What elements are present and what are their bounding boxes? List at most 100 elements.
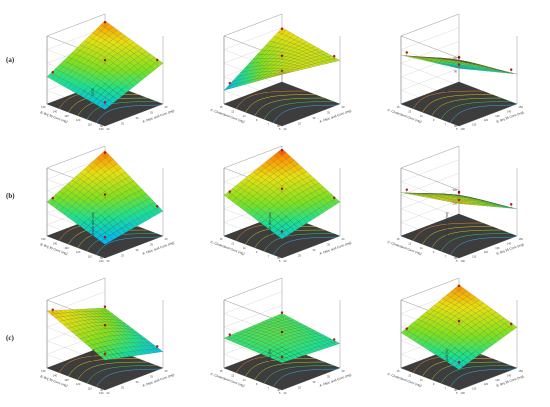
surface-plot-6: 5010015020025030010011012013014015057911… xyxy=(387,145,524,263)
design-point xyxy=(280,230,284,233)
y-tick-label: 13 xyxy=(231,373,234,377)
z-gridline xyxy=(400,27,460,72)
x-tick-label: 100 xyxy=(461,391,466,395)
contour-floor xyxy=(400,213,518,259)
y-tick-label: 11 xyxy=(243,378,246,382)
surface-plot-3: 5060708090100100110120130140150579111315… xyxy=(387,13,524,131)
design-point xyxy=(457,55,461,59)
design-point xyxy=(405,188,408,191)
z-gridline xyxy=(400,173,460,218)
z-tick-label: 50 xyxy=(454,256,457,260)
design-point xyxy=(405,327,408,330)
design-point xyxy=(155,345,159,348)
y-tick-label: 7 xyxy=(267,123,269,127)
x-tick-label: 100 xyxy=(461,127,466,131)
surface-plot-7: 4050607080902025303540100110120130140150… xyxy=(40,277,175,395)
x-tick-label: 25 xyxy=(298,254,301,258)
design-point xyxy=(280,27,284,30)
z-tick-label: 40 xyxy=(100,388,103,392)
x-tick-label: 40 xyxy=(342,369,345,373)
x-tick-label: 120 xyxy=(484,250,489,254)
z-axis-title: Vesicle size (nm) xyxy=(91,212,95,236)
x-tick-label: 130 xyxy=(495,378,500,382)
design-point xyxy=(228,333,231,336)
y-tick-label: 120 xyxy=(76,382,81,386)
x-tick-label: 35 xyxy=(327,375,330,379)
x-tick-label: 110 xyxy=(472,387,477,391)
surface-plot-1: 5060708090100202530354010011012013014015… xyxy=(40,13,175,131)
x-tick-label: 140 xyxy=(507,241,512,245)
x-tick-label: 35 xyxy=(327,243,330,247)
y-tick-label: 11 xyxy=(420,246,423,250)
design-point xyxy=(103,20,107,24)
x-tick-label: 25 xyxy=(298,122,301,126)
response-surface xyxy=(46,150,164,245)
floor-contour-line xyxy=(96,103,164,123)
floor-contour-line xyxy=(450,367,518,387)
floor-contour-line xyxy=(254,361,325,380)
design-point xyxy=(405,51,408,54)
y-tick-label: 9 xyxy=(433,118,435,122)
y-tick-label: 15 xyxy=(397,369,400,373)
design-point xyxy=(332,338,336,341)
response-surface xyxy=(46,20,164,110)
y-tick-label: 100 xyxy=(99,127,104,131)
y-tick-label: 13 xyxy=(408,109,411,113)
surface-plot-2: 50607080901002025303540579111315A: Oleic… xyxy=(210,13,352,131)
y-tick-label: 150 xyxy=(41,369,46,373)
design-point xyxy=(228,81,231,85)
y-tick-label: 120 xyxy=(76,250,81,254)
x-tick-label: 150 xyxy=(519,369,524,373)
y-tick-label: 5 xyxy=(279,259,281,263)
x-tick-label: 130 xyxy=(495,114,500,118)
design-point xyxy=(103,352,107,355)
design-point xyxy=(103,100,107,104)
x-tick-label: 30 xyxy=(313,116,316,120)
z-gridline xyxy=(400,13,460,59)
x-tick-label: 20 xyxy=(107,391,110,395)
x-tick-label: 20 xyxy=(107,127,110,131)
x-tick-label: 40 xyxy=(342,105,345,109)
y-tick-label: 7 xyxy=(444,255,446,259)
floor-contour-line xyxy=(422,226,493,245)
response-surface xyxy=(400,284,518,370)
x-tick-label: 25 xyxy=(121,122,124,126)
x-tick-label: 150 xyxy=(519,237,524,241)
design-point xyxy=(103,305,107,308)
z-tick-label: 50 xyxy=(100,124,103,128)
y-tick-label: 110 xyxy=(88,255,93,259)
design-point xyxy=(51,308,54,311)
x-tick-label: 30 xyxy=(136,248,139,252)
design-point xyxy=(332,196,336,199)
x-axis-title: A: Oleic acid Conc (mg) xyxy=(319,109,352,124)
z-tick-label: 50 xyxy=(454,124,457,128)
design-point xyxy=(457,63,461,66)
z-tick-label: 100 xyxy=(453,56,458,60)
x-tick-label: 20 xyxy=(107,259,110,263)
y-tick-label: 150 xyxy=(41,237,46,241)
design-point xyxy=(280,54,284,57)
z-axis-title: EE% xyxy=(91,88,95,95)
z-tick-label: 50 xyxy=(100,256,103,260)
x-axis-title: A: Oleic acid Conc (mg) xyxy=(142,373,175,388)
y-tick-label: 15 xyxy=(397,105,400,109)
design-point xyxy=(509,322,513,325)
design-point xyxy=(457,284,461,287)
z-tick-label: 250 xyxy=(453,202,458,206)
design-point xyxy=(103,151,107,154)
x-tick-label: 130 xyxy=(495,246,500,250)
y-tick-label: 5 xyxy=(456,259,458,263)
y-tick-label: 110 xyxy=(88,123,93,127)
design-point xyxy=(457,198,461,201)
y-tick-label: 130 xyxy=(64,246,69,250)
design-point xyxy=(509,68,513,71)
response-surface xyxy=(400,192,518,209)
x-tick-label: 110 xyxy=(472,123,477,127)
floor-contour-line xyxy=(412,222,483,241)
design-point xyxy=(51,196,54,200)
design-point xyxy=(509,203,513,206)
design-point xyxy=(155,58,159,62)
design-point xyxy=(103,193,107,196)
x-tick-label: 150 xyxy=(519,105,524,109)
floor-contour-line xyxy=(263,365,334,384)
